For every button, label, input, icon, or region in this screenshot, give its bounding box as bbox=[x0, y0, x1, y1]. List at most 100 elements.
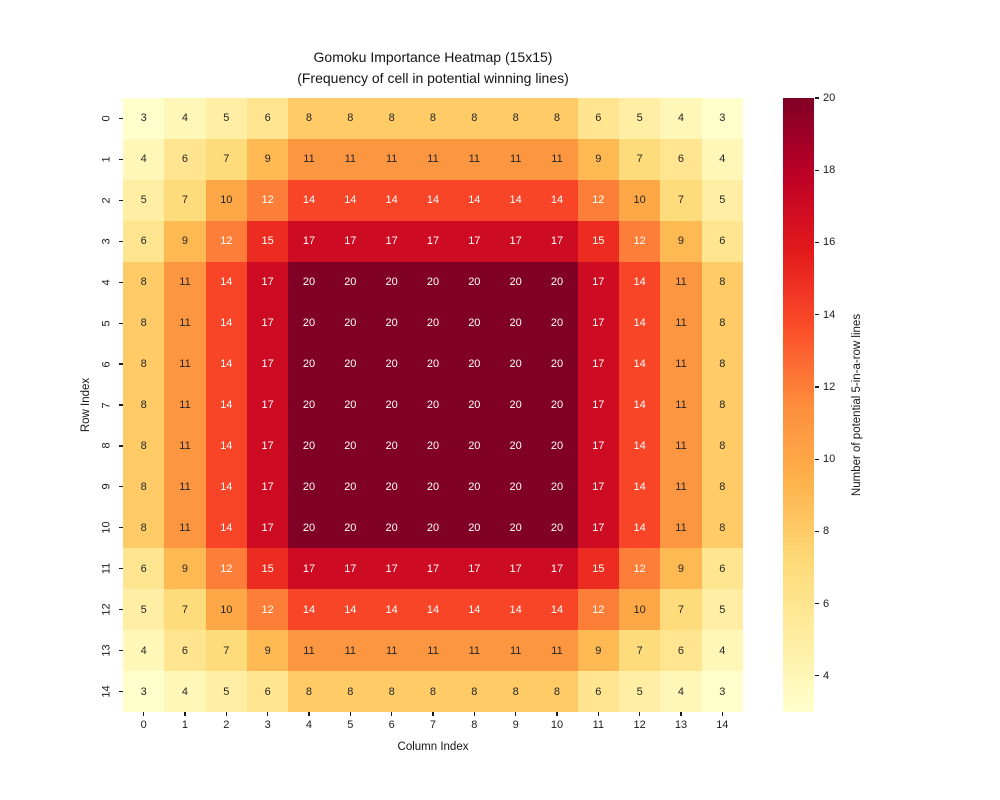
heatmap-cell-r11-c2: 12 bbox=[205, 548, 247, 590]
x-tick-label-2: 2 bbox=[223, 719, 230, 731]
heatmap-cell-r0-c7: 8 bbox=[412, 98, 454, 139]
heatmap-cell-r10-c13: 11 bbox=[660, 507, 702, 549]
heatmap-cell-r5-c0: 8 bbox=[123, 302, 165, 344]
heatmap-cell-r7-c6: 20 bbox=[370, 384, 413, 426]
heatmap-cell-r3-c1: 9 bbox=[164, 220, 206, 262]
heatmap-cell-r2-c11: 12 bbox=[577, 179, 619, 221]
heatmap-cell-r6-c7: 20 bbox=[412, 343, 454, 385]
heatmap-cell-r3-c0: 6 bbox=[123, 220, 165, 262]
heatmap-cell-r8-c7: 20 bbox=[412, 425, 454, 467]
colorbar-tick-mark bbox=[814, 241, 819, 244]
heatmap-cell-r8-c13: 11 bbox=[660, 425, 702, 467]
x-tick-label-5: 5 bbox=[347, 719, 354, 731]
x-tick-mark bbox=[267, 712, 269, 716]
heatmap-cell-r6-c9: 20 bbox=[494, 343, 537, 385]
heatmap-cell-r7-c8: 20 bbox=[453, 384, 495, 426]
heatmap-cell-r8-c9: 20 bbox=[494, 425, 537, 467]
heatmap-cell-r0-c6: 8 bbox=[370, 98, 413, 139]
heatmap-cell-r9-c13: 11 bbox=[660, 466, 702, 508]
heatmap-cell-r1-c1: 6 bbox=[164, 138, 206, 180]
colorbar-tick-mark bbox=[814, 169, 819, 171]
heatmap-cell-r0-c1: 4 bbox=[164, 98, 206, 139]
x-axis-tick-labels: 0 1 2 3 4 5 6 7 8 9 10 11 12 13 14 bbox=[123, 719, 743, 733]
heatmap-cell-r7-c9: 20 bbox=[494, 384, 537, 426]
heatmap-cell-r11-c4: 17 bbox=[288, 548, 330, 590]
heatmap-cell-r12-c9: 14 bbox=[494, 589, 537, 631]
x-tick-label-3: 3 bbox=[264, 719, 271, 731]
x-tick-label-11: 11 bbox=[592, 719, 605, 731]
y-tick-mark bbox=[118, 281, 123, 283]
heatmap-cell-r4-c4: 20 bbox=[288, 261, 330, 303]
x-tick-mark bbox=[597, 712, 599, 716]
colorbar-tick-label-10: 10 bbox=[823, 453, 836, 466]
y-tick-mark bbox=[118, 322, 123, 324]
heatmap-cell-r10-c7: 20 bbox=[412, 507, 454, 549]
heatmap-cell-r2-c4: 14 bbox=[288, 179, 330, 221]
heatmap-cell-r5-c12: 14 bbox=[618, 302, 661, 344]
colorbar-tick-label-6: 6 bbox=[823, 597, 830, 610]
heatmap-cell-r2-c7: 14 bbox=[412, 179, 454, 221]
colorbar-tick-mark bbox=[814, 97, 819, 99]
heatmap-cell-r4-c14: 8 bbox=[701, 261, 743, 303]
heatmap-cell-r1-c4: 11 bbox=[288, 138, 330, 180]
heatmap-cell-r2-c3: 12 bbox=[246, 179, 289, 221]
heatmap-cell-r11-c8: 17 bbox=[453, 548, 495, 590]
heatmap-cell-r8-c2: 14 bbox=[205, 425, 247, 467]
heatmap-cell-r5-c9: 20 bbox=[494, 302, 537, 344]
heatmap-cell-r10-c1: 11 bbox=[164, 507, 206, 549]
heatmap-cell-r10-c12: 14 bbox=[618, 507, 661, 549]
heatmap-cell-r7-c11: 17 bbox=[577, 384, 619, 426]
heatmap-cell-r4-c5: 20 bbox=[329, 261, 371, 303]
heatmap-cell-r0-c2: 5 bbox=[205, 98, 247, 139]
heatmap-cell-r3-c3: 15 bbox=[246, 220, 289, 262]
heatmap-cell-r2-c5: 14 bbox=[329, 179, 371, 221]
x-axis-label: Column Index bbox=[397, 741, 469, 753]
heatmap-cell-r12-c14: 5 bbox=[701, 589, 743, 631]
heatmap-cell-r7-c10: 20 bbox=[536, 384, 578, 426]
heatmap-cell-r13-c3: 9 bbox=[246, 630, 289, 672]
heatmap-cell-r6-c4: 20 bbox=[288, 343, 330, 385]
heatmap-cell-r8-c4: 20 bbox=[288, 425, 330, 467]
heatmap-cell-r7-c13: 11 bbox=[660, 384, 702, 426]
heatmap-cell-r9-c10: 20 bbox=[536, 466, 578, 508]
heatmap-cell-r3-c11: 15 bbox=[577, 220, 619, 262]
chart-title-line1: Gomoku Importance Heatmap (15x15) bbox=[313, 49, 553, 65]
heatmap-cell-r7-c7: 20 bbox=[412, 384, 454, 426]
heatmap-cell-r1-c11: 9 bbox=[577, 138, 619, 180]
heatmap-cell-r9-c9: 20 bbox=[494, 466, 537, 508]
heatmap-cell-r6-c10: 20 bbox=[536, 343, 578, 385]
x-tick-label-7: 7 bbox=[429, 719, 437, 731]
heatmap-cell-r5-c14: 8 bbox=[701, 302, 743, 344]
heatmap-cell-r6-c12: 14 bbox=[618, 343, 661, 385]
heatmap-cell-r1-c13: 6 bbox=[660, 138, 702, 180]
x-tick-mark bbox=[473, 712, 475, 716]
heatmap-cell-r6-c0: 8 bbox=[123, 343, 165, 385]
heatmap-cell-r2-c8: 14 bbox=[453, 179, 495, 221]
heatmap-cell-r8-c5: 20 bbox=[329, 425, 371, 467]
heatmap-cell-r13-c13: 6 bbox=[660, 630, 702, 672]
heatmap-cell-r7-c4: 20 bbox=[288, 384, 330, 426]
heatmap-cell-r7-c1: 11 bbox=[164, 384, 206, 426]
heatmap-cell-r2-c1: 7 bbox=[164, 179, 206, 221]
heatmap-cell-r9-c3: 17 bbox=[246, 466, 289, 508]
heatmap-cell-r8-c8: 20 bbox=[453, 425, 495, 467]
x-tick-mark bbox=[721, 712, 723, 716]
heatmap-cell-r4-c7: 20 bbox=[412, 261, 454, 303]
x-tick-label-12: 12 bbox=[633, 719, 646, 731]
heatmap-cell-r14-c1: 4 bbox=[164, 671, 206, 712]
heatmap-cell-r6-c1: 11 bbox=[164, 343, 206, 385]
heatmap-cell-r9-c6: 20 bbox=[370, 466, 413, 508]
heatmap-cell-r12-c6: 14 bbox=[370, 589, 413, 631]
heatmap-cell-r13-c6: 11 bbox=[370, 630, 413, 672]
y-tick-mark bbox=[118, 527, 123, 529]
heatmap-cell-r1-c12: 7 bbox=[618, 138, 661, 180]
heatmap-cell-r3-c6: 17 bbox=[370, 220, 413, 262]
y-tick-mark bbox=[118, 650, 123, 652]
heatmap-cell-r14-c11: 6 bbox=[577, 671, 619, 712]
heatmap-cell-r14-c12: 5 bbox=[618, 671, 661, 712]
heatmap-cell-r2-c13: 7 bbox=[660, 179, 702, 221]
heatmap-cell-r14-c5: 8 bbox=[329, 671, 371, 712]
heatmap-cell-r2-c12: 10 bbox=[618, 179, 661, 221]
colorbar-tick-label-4: 4 bbox=[823, 669, 830, 682]
